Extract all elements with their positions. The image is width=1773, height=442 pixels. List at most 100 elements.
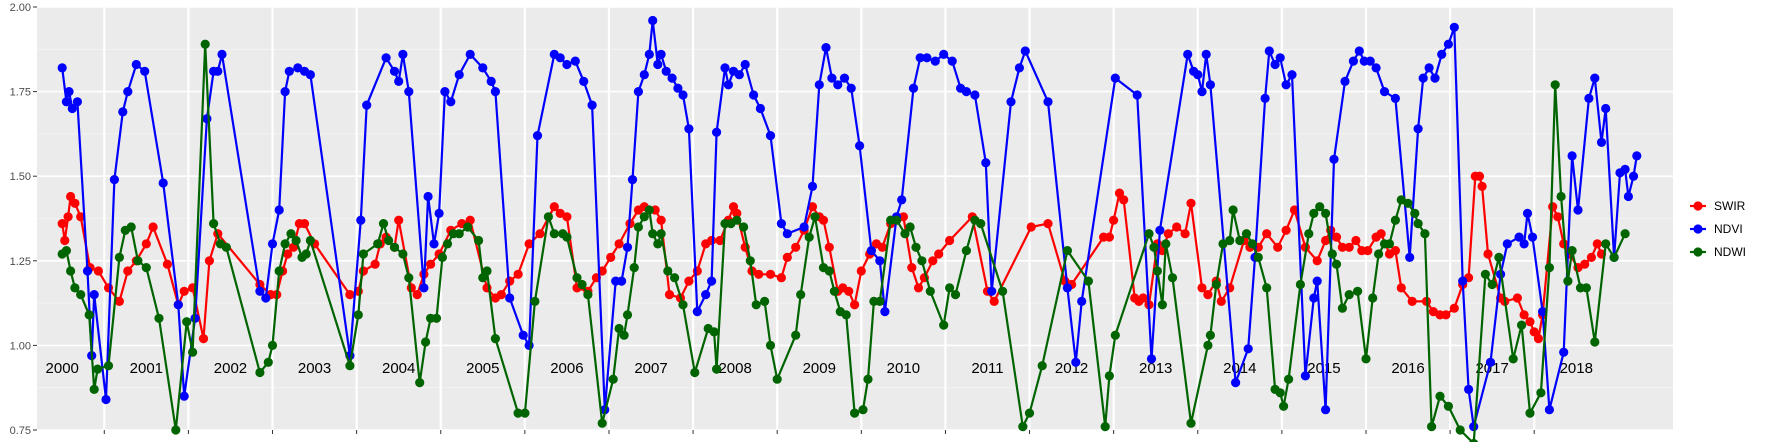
data-point-swir (426, 259, 436, 269)
data-point-swir (345, 290, 355, 300)
data-point-ndvi (562, 59, 572, 70)
data-point-ndwi (1443, 401, 1453, 411)
data-point-ndwi (1590, 337, 1600, 347)
data-point-ndwi (1361, 354, 1371, 364)
data-point-swir (856, 266, 866, 276)
data-point-ndwi (1563, 276, 1573, 286)
data-point-ndwi (1321, 208, 1331, 218)
data-point-ndvi (1590, 73, 1600, 83)
data-point-ndwi (378, 219, 389, 229)
data-point-ndvi (398, 49, 408, 60)
data-point-swir (1216, 296, 1226, 306)
data-point-ndwi (1353, 286, 1363, 296)
data-point-ndwi (463, 222, 473, 232)
data-point-swir (692, 266, 702, 276)
data-point-ndwi (1427, 422, 1437, 432)
data-point-ndwi (732, 215, 742, 225)
data-point-swir (1548, 202, 1558, 212)
data-point-ndwi (1104, 371, 1114, 381)
data-point-ndwi (490, 334, 500, 344)
data-point-ndwi (1315, 202, 1325, 212)
data-point-ndvi (734, 70, 744, 80)
data-point-ndvi (1155, 225, 1165, 235)
series-layer (57, 15, 1642, 442)
data-point-ndwi (1279, 401, 1289, 411)
data-point-ndvi (875, 256, 885, 266)
data-point-ndvi (1270, 59, 1280, 70)
data-point-ndwi (945, 283, 955, 293)
data-point-ndwi (1480, 269, 1490, 279)
year-label: 2001 (130, 360, 163, 377)
data-point-ndvi (922, 53, 932, 63)
data-point-ndvi (821, 43, 831, 53)
data-point-ndvi (123, 87, 133, 97)
data-point-ndwi (745, 256, 755, 266)
data-point-ndwi (1327, 249, 1337, 259)
data-point-ndvi (1309, 293, 1319, 303)
data-point-ndvi (897, 195, 907, 205)
data-point-swir (1119, 195, 1129, 205)
data-point-ndwi (1018, 422, 1028, 432)
data-point-ndwi (1517, 320, 1527, 330)
data-point-swir (928, 256, 938, 266)
data-point-ndvi (1464, 384, 1474, 394)
data-point-ndvi (1043, 97, 1053, 107)
data-point-ndwi (1186, 418, 1196, 428)
data-point-swir (1281, 225, 1291, 235)
data-point-ndvi (274, 205, 284, 215)
data-point-swir (283, 249, 293, 259)
data-point-swir (370, 259, 380, 269)
data-point-ndvi (118, 107, 128, 117)
data-point-ndvi (1449, 22, 1459, 32)
data-point-ndwi (1203, 340, 1213, 350)
data-point-ndvi (429, 239, 439, 249)
data-point-ndwi (1368, 293, 1378, 303)
data-point-ndwi (404, 273, 414, 283)
data-point-ndwi (93, 364, 103, 374)
data-point-ndwi (1508, 354, 1518, 364)
data-point-ndwi (384, 235, 394, 246)
data-point-ndwi (1374, 249, 1384, 259)
data-point-ndwi (917, 256, 927, 266)
data-point-ndwi (1037, 361, 1047, 371)
data-point-ndwi (267, 340, 278, 350)
data-point-ndvi (1430, 73, 1440, 83)
data-point-ndvi (131, 59, 141, 70)
year-label: 2010 (887, 360, 920, 377)
data-point-ndvi (57, 63, 67, 73)
data-point-swir (1351, 235, 1361, 246)
legend-key-point (1693, 224, 1703, 234)
data-point-swir (1321, 235, 1331, 246)
data-point-ndwi (1241, 229, 1252, 239)
data-point-ndvi (749, 90, 759, 100)
data-point-ndvi (446, 97, 456, 107)
data-point-swir (1197, 283, 1207, 293)
data-point-ndvi (381, 53, 391, 63)
data-point-ndwi (791, 330, 801, 340)
data-point-swir (684, 276, 694, 286)
legend-label: NDWI (1714, 245, 1746, 259)
data-point-ndvi (930, 56, 940, 66)
data-point-swir (898, 212, 909, 222)
data-point-ndwi (1556, 191, 1566, 202)
data-point-swir (549, 202, 559, 212)
data-point-ndvi (1020, 46, 1030, 56)
year-label: 2000 (46, 360, 79, 377)
data-point-ndvi (1405, 252, 1415, 262)
data-point-ndvi (782, 229, 792, 239)
data-point-ndvi (827, 73, 837, 83)
data-point-swir (1344, 242, 1354, 252)
data-point-ndvi (712, 127, 722, 137)
data-point-ndvi (799, 222, 809, 232)
data-point-ndwi (1410, 208, 1420, 218)
data-point-ndvi (633, 87, 644, 97)
data-point-ndwi (171, 425, 181, 435)
data-point-ndvi (1329, 154, 1339, 164)
data-point-ndwi (633, 222, 644, 232)
data-point-ndvi (1437, 49, 1447, 60)
data-point-ndvi (1132, 90, 1142, 100)
data-point-ndvi (1014, 63, 1024, 73)
data-point-ndwi (84, 310, 94, 320)
data-point-ndvi (267, 239, 278, 249)
data-point-ndwi (663, 266, 673, 276)
